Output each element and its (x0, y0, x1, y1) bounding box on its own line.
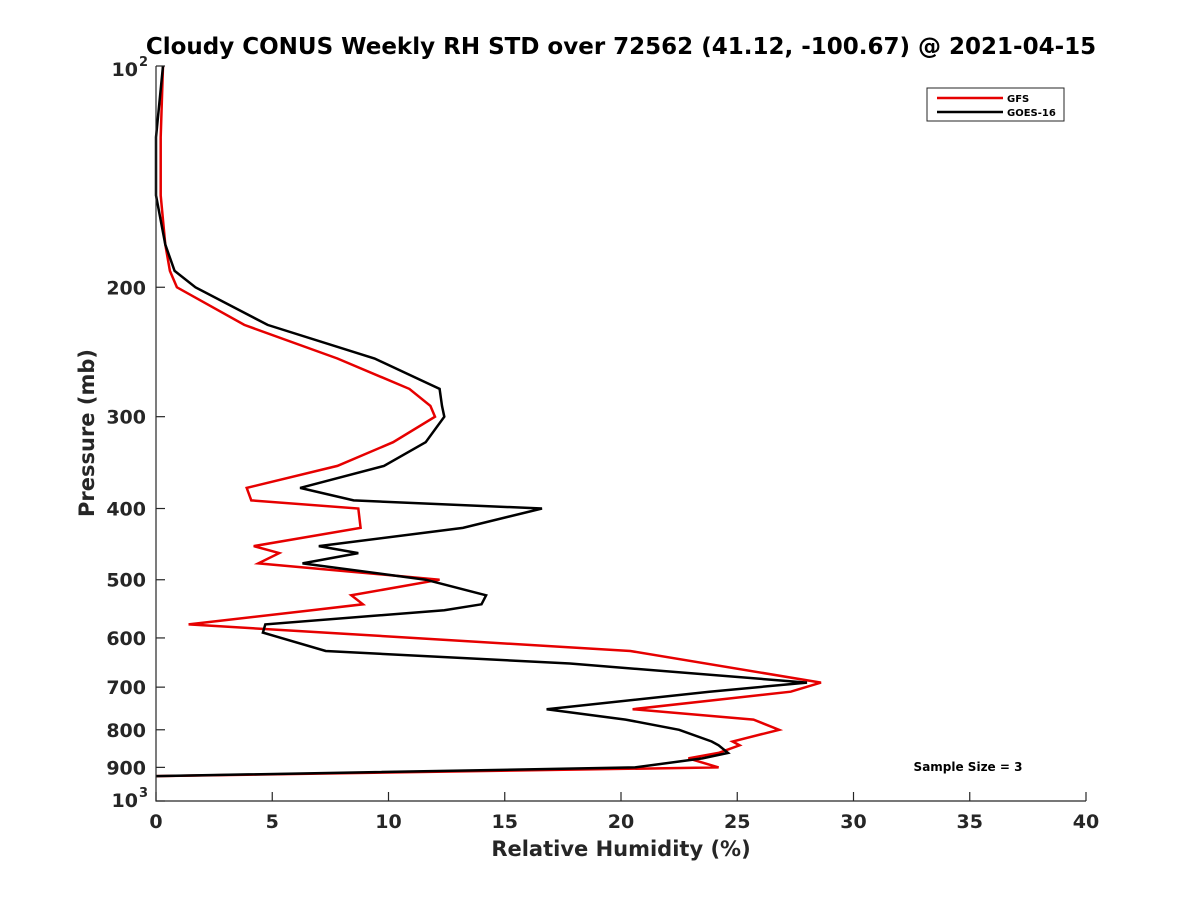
y-axis-label: Pressure (mb) (75, 349, 99, 517)
x-tick-label: 20 (608, 811, 634, 833)
legend: GFS GOES-16 (926, 87, 1065, 122)
x-axis-ticks: 0 5 10 15 20 25 30 35 40 (149, 792, 1099, 833)
y-tick-exponent: 3 (139, 786, 148, 801)
series-line-goes-16 (154, 65, 808, 778)
y-tick-exponent: 2 (139, 55, 148, 70)
legend-box (926, 87, 1065, 122)
y-tick-label: 600 (106, 628, 146, 650)
y-tick-label: 10 (112, 790, 138, 812)
series-layer (154, 65, 822, 778)
y-tick-label: 10 (112, 59, 138, 81)
x-tick-label: 35 (957, 811, 983, 833)
legend-label: GFS (1007, 94, 1029, 105)
axis-lines (155, 66, 1086, 802)
x-tick-label: 25 (724, 811, 750, 833)
x-tick-label: 5 (266, 811, 279, 833)
y-tick-label: 300 (106, 407, 146, 429)
y-tick-label: 400 (106, 499, 146, 521)
y-tick-label: 200 (106, 277, 146, 299)
x-tick-label: 40 (1073, 811, 1099, 833)
y-tick-label: 800 (106, 720, 146, 742)
series-line-gfs (155, 65, 822, 778)
y-tick-label: 500 (106, 570, 146, 592)
x-axis-label: Relative Humidity (%) (491, 837, 750, 861)
x-tick-label: 10 (375, 811, 401, 833)
x-tick-label: 30 (840, 811, 866, 833)
chart-title: Cloudy CONUS Weekly RH STD over 72562 (4… (146, 34, 1096, 60)
x-tick-label: 15 (492, 811, 518, 833)
sample-size-annotation: Sample Size = 3 (914, 760, 1023, 774)
y-tick-label: 700 (106, 677, 146, 699)
legend-label: GOES-16 (1007, 108, 1056, 119)
x-tick-label: 0 (149, 811, 162, 833)
plot-area: 0 5 10 15 20 25 30 35 40 10 220030040050060070080… (106, 55, 1099, 833)
y-tick-label: 900 (106, 757, 146, 779)
